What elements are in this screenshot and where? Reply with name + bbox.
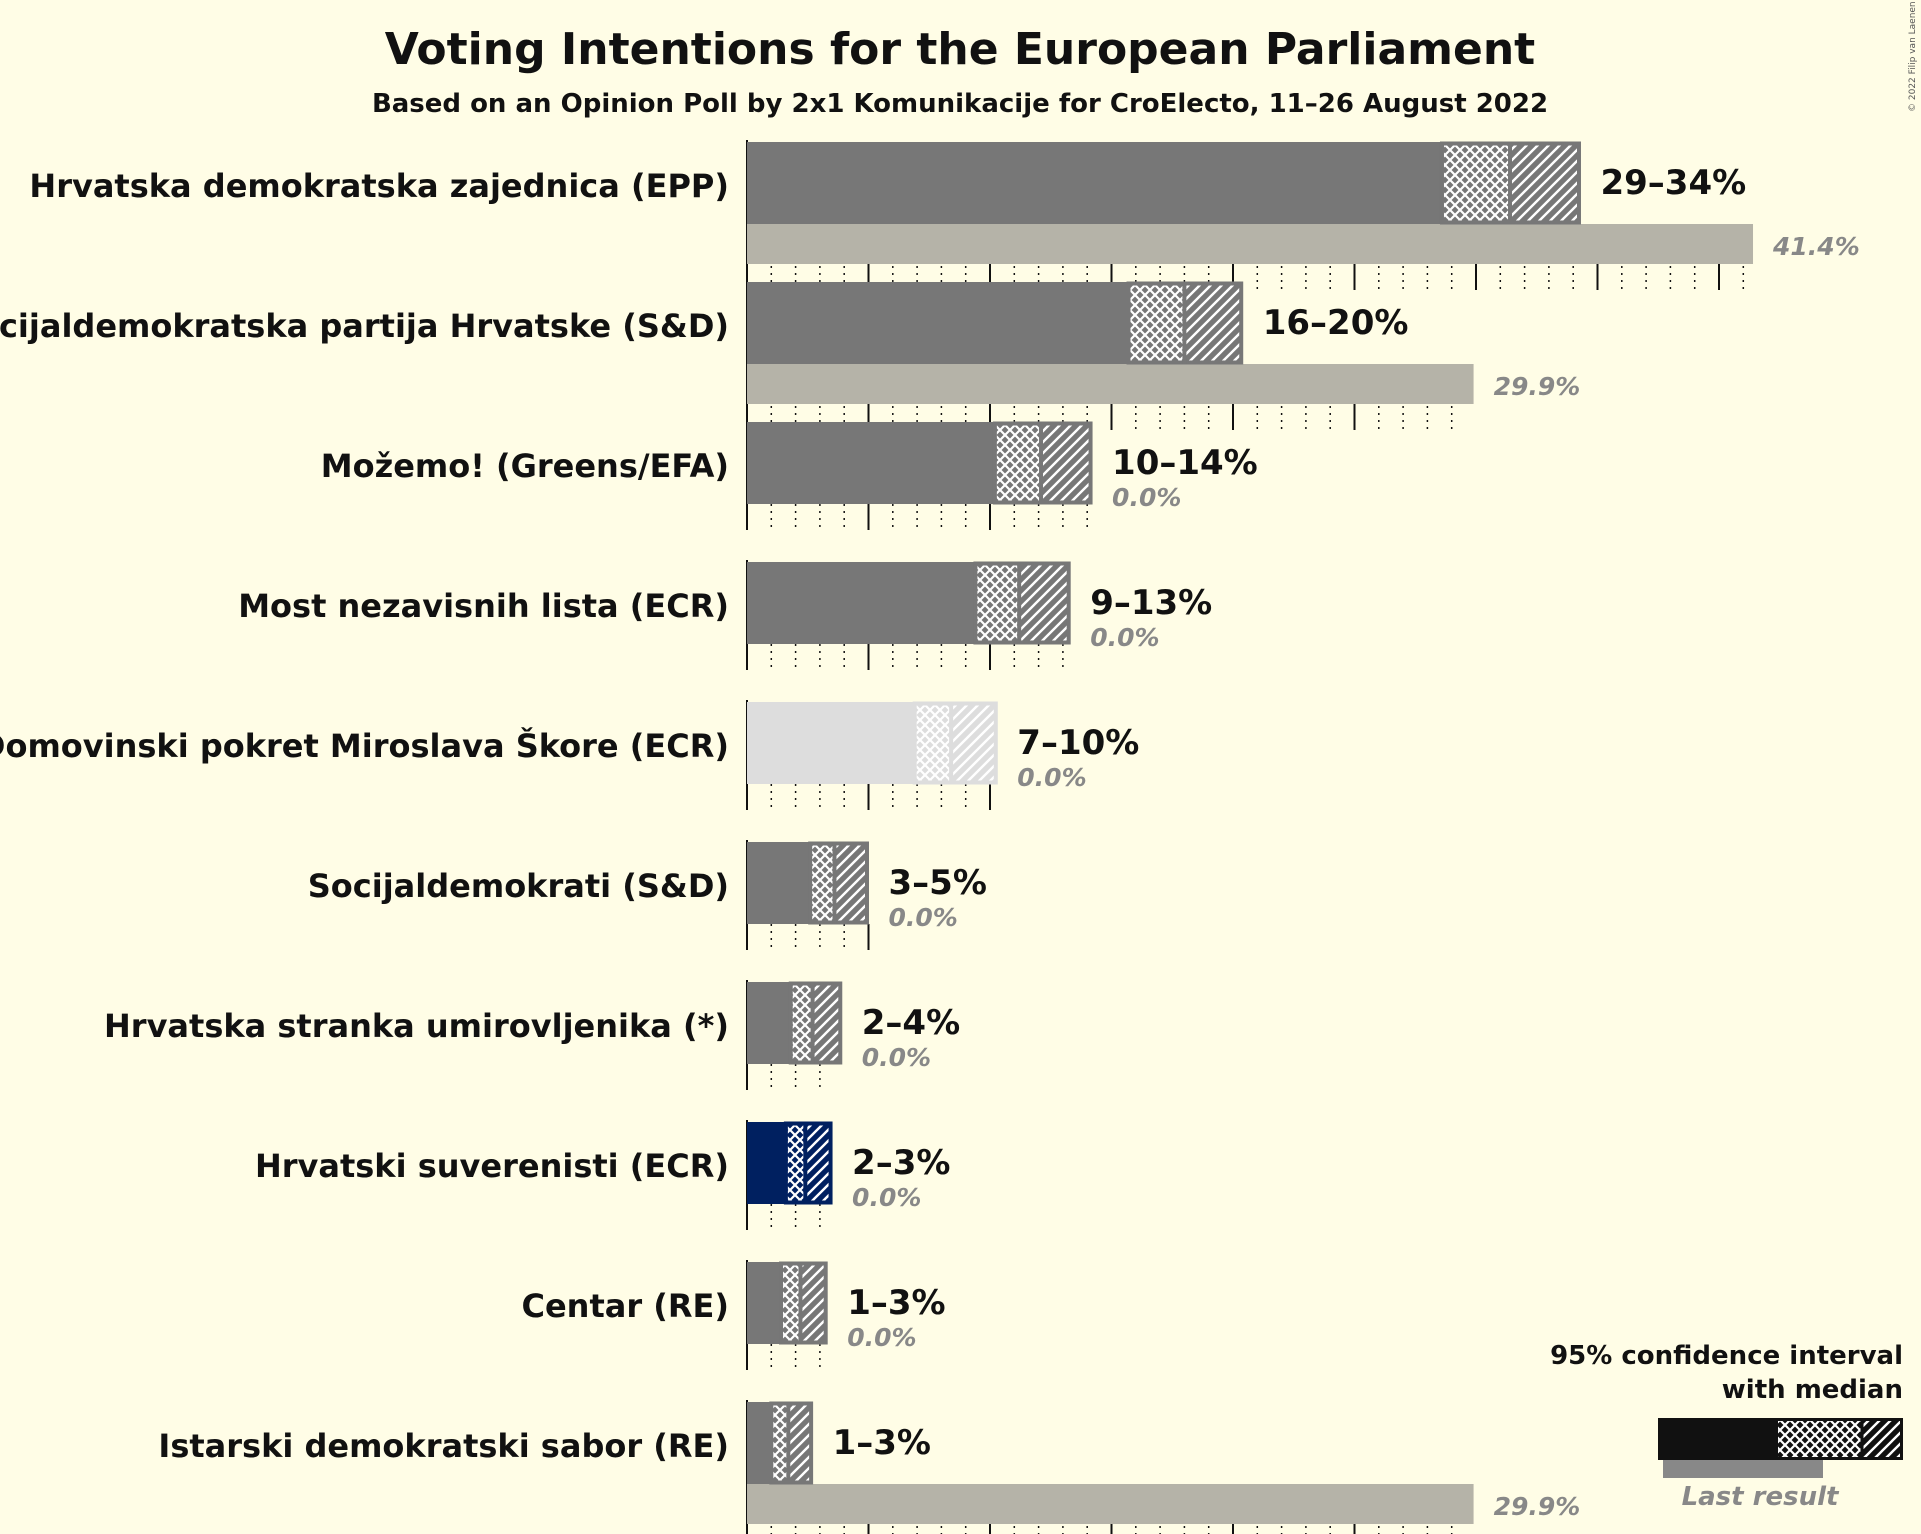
last-result-label: 0.0% xyxy=(889,903,958,932)
ci-solid-bar xyxy=(747,282,1129,364)
range-label: 1–3% xyxy=(847,1283,945,1323)
legend-ci-border xyxy=(1658,1418,1903,1460)
party-label: Hrvatska stranka umirovljenika (*) xyxy=(104,1007,729,1045)
ci-outline xyxy=(912,701,998,785)
ci-outline xyxy=(783,1121,833,1205)
copyright-text: © 2022 Filip van Laenen xyxy=(1908,1,1918,112)
ci-solid-bar xyxy=(747,142,1442,224)
ci-crosshatch xyxy=(785,1122,806,1204)
range-label: 10–14% xyxy=(1112,443,1258,483)
party-row-3: Most nezavisnih lista (ECR) 9–13%0.0% xyxy=(238,561,1212,652)
legend-last-result-label: Last result xyxy=(1682,1482,1840,1512)
range-label: 2–3% xyxy=(852,1143,950,1183)
last-result-label: 0.0% xyxy=(862,1043,931,1072)
range-label: 16–20% xyxy=(1263,303,1409,343)
party-label: Socijaldemokratska partija Hrvatske (S&D… xyxy=(0,307,729,345)
ci-solid-bar xyxy=(747,422,995,504)
party-row-0: Hrvatska demokratska zajednica (EPP) 29–3… xyxy=(29,141,1860,264)
ci-crosshatch xyxy=(914,702,952,784)
bars-layer: Hrvatska demokratska zajednica (EPP) 29–3… xyxy=(0,141,1860,1524)
ci-crosshatch xyxy=(1441,142,1511,224)
party-row-6: Hrvatska stranka umirovljenika (*) 2–4%0.… xyxy=(104,981,960,1072)
ci-solid-bar xyxy=(747,982,791,1064)
party-row-4: Domovinski pokret Miroslava Škore (ECR) 7… xyxy=(0,701,1139,792)
party-label: Most nezavisnih lista (ECR) xyxy=(238,587,729,625)
ci-diagonal xyxy=(800,1262,828,1344)
ci-outline xyxy=(769,1401,814,1485)
last-result-label: 0.0% xyxy=(852,1183,921,1212)
chart-subtitle: Based on an Opinion Poll by 2x1 Komunika… xyxy=(372,89,1548,119)
range-label: 29–34% xyxy=(1600,163,1746,203)
last-result-bar xyxy=(747,224,1754,264)
ci-outline xyxy=(779,1261,828,1345)
party-label: Centar (RE) xyxy=(521,1287,729,1325)
legend-last-result-bar xyxy=(1663,1460,1823,1478)
party-label: Možemo! (Greens/EFA) xyxy=(321,447,729,485)
ci-solid-bar xyxy=(747,562,976,644)
ci-crosshatch xyxy=(790,982,813,1064)
last-result-label: 0.0% xyxy=(1112,483,1181,512)
last-result-bar xyxy=(747,364,1474,404)
range-label: 1–3% xyxy=(833,1423,931,1463)
party-row-5: Socijaldemokrati (S&D) 3–5%0.0% xyxy=(308,841,987,932)
ci-solid-bar xyxy=(747,1262,782,1344)
party-label: Domovinski pokret Miroslava Škore (ECR) xyxy=(0,726,729,765)
ci-diagonal xyxy=(788,1402,813,1484)
party-row-2: Možemo! (Greens/EFA) 10–14%0.0% xyxy=(321,421,1258,512)
party-label: Hrvatska demokratska zajednica (EPP) xyxy=(29,167,729,205)
party-row-1: Socijaldemokratska partija Hrvatske (S&D… xyxy=(0,281,1581,404)
ci-diagonal xyxy=(1041,422,1093,504)
ci-solid-bar xyxy=(747,842,811,924)
legend-ci-diagonal xyxy=(1862,1418,1902,1460)
party-row-8: Centar (RE) 1–3%0.0% xyxy=(521,1261,946,1352)
ci-diagonal xyxy=(834,842,869,924)
ci-outline xyxy=(788,981,843,1065)
party-row-7: Hrvatski suverenisti (ECR) 2–3%0.0% xyxy=(255,1121,950,1212)
range-label: 9–13% xyxy=(1090,583,1212,623)
last-result-label: 29.9% xyxy=(1494,372,1581,401)
legend-line2: with median xyxy=(1722,1375,1903,1405)
range-label: 3–5% xyxy=(889,863,987,903)
ci-crosshatch xyxy=(771,1402,789,1484)
ci-crosshatch xyxy=(781,1262,801,1344)
party-label: Hrvatski suverenisti (ECR) xyxy=(255,1147,729,1185)
range-label: 2–4% xyxy=(862,1003,960,1043)
ci-crosshatch xyxy=(1128,282,1185,364)
party-label: Istarski demokratski sabor (RE) xyxy=(158,1427,729,1465)
ci-diagonal xyxy=(951,702,998,784)
ci-solid-bar xyxy=(747,1122,786,1204)
last-result-label: 0.0% xyxy=(1090,623,1159,652)
ci-crosshatch xyxy=(994,422,1042,504)
ci-solid-bar xyxy=(747,1402,772,1484)
ci-diagonal xyxy=(805,1122,833,1204)
legend-ci-solid xyxy=(1658,1418,1778,1460)
ci-crosshatch xyxy=(975,562,1020,644)
legend: 95% confidence interval with median Last… xyxy=(1550,1341,1903,1512)
ci-diagonal xyxy=(812,982,842,1064)
last-result-label: 41.4% xyxy=(1772,232,1860,261)
party-row-9: Istarski demokratski sabor (RE) 1–3% 29.9% xyxy=(158,1401,1581,1524)
grid-row-3 xyxy=(746,560,1064,670)
ci-diagonal xyxy=(1510,142,1581,224)
party-label: Socijaldemokrati (S&D) xyxy=(308,867,729,905)
legend-line1: 95% confidence interval xyxy=(1550,1341,1903,1371)
last-result-bar xyxy=(747,1484,1474,1524)
ci-outline xyxy=(808,841,869,925)
last-result-label: 0.0% xyxy=(847,1323,916,1352)
ci-crosshatch xyxy=(810,842,835,924)
last-result-label: 29.9% xyxy=(1494,1492,1581,1521)
ci-outline xyxy=(973,561,1071,645)
legend-ci-crosshatch xyxy=(1778,1418,1862,1460)
range-label: 7–10% xyxy=(1017,723,1139,763)
chart-title: Voting Intentions for the European Parli… xyxy=(385,24,1535,75)
last-result-label: 0.0% xyxy=(1017,763,1086,792)
ci-diagonal xyxy=(1019,562,1071,644)
ci-diagonal xyxy=(1184,282,1243,364)
ci-solid-bar xyxy=(747,702,915,784)
